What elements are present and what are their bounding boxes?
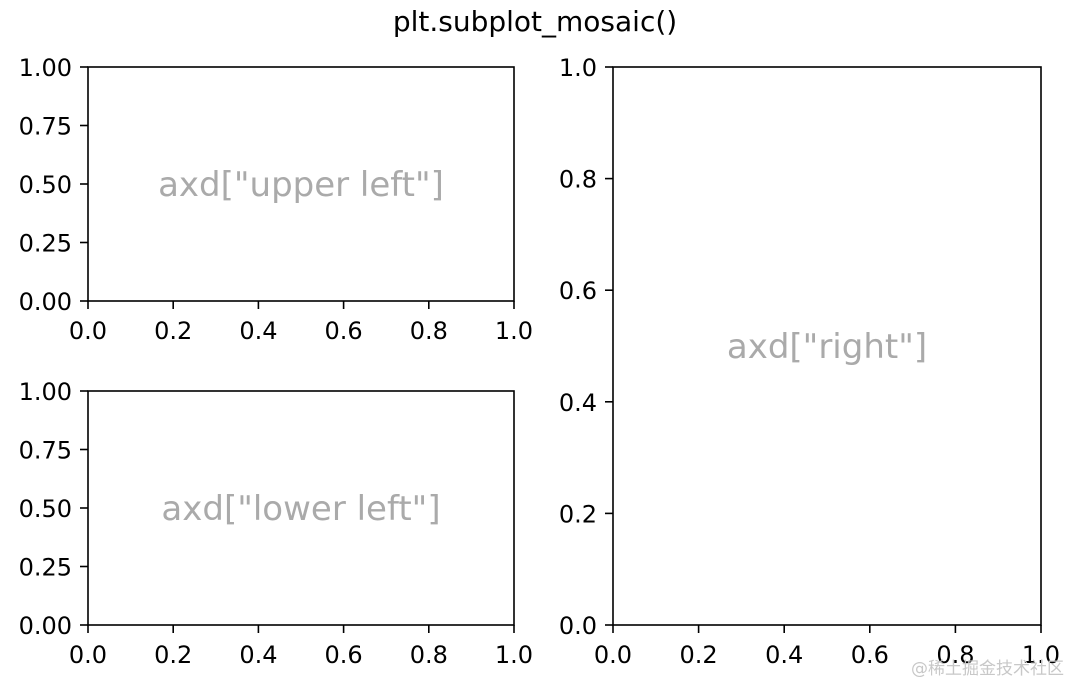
y-tick-label: 0.50 bbox=[19, 495, 72, 523]
x-tick-label: 0.4 bbox=[239, 317, 277, 345]
y-tick-label: 0.25 bbox=[19, 554, 72, 582]
axes-upper-left: 0.0 0.2 0.4 0.6 0.8 1.0 0.00 0.25 0.50 0.75 1.00 ax… bbox=[19, 54, 534, 345]
x-tick-label: 0.6 bbox=[325, 317, 363, 345]
axes-annotation: axd["right"] bbox=[727, 327, 927, 367]
x-tick-label: 1.0 bbox=[495, 317, 533, 345]
y-tick-label: 0.00 bbox=[19, 612, 72, 640]
x-tick-label: 0.6 bbox=[851, 641, 889, 669]
x-tick-label: 0.0 bbox=[594, 641, 632, 669]
x-tick-label: 0.8 bbox=[410, 317, 448, 345]
x-tick-label: 0.0 bbox=[69, 317, 107, 345]
x-tick-label: 1.0 bbox=[495, 641, 533, 669]
y-tick-label: 0.4 bbox=[559, 389, 597, 417]
watermark: @稀土掘金技术社区 bbox=[911, 659, 1064, 679]
axes-annotation: axd["lower left"] bbox=[161, 489, 440, 529]
x-tick-label: 0.2 bbox=[680, 641, 718, 669]
y-tick-label: 1.00 bbox=[19, 378, 72, 406]
axes-frame bbox=[87, 390, 515, 626]
x-tick-label: 0.8 bbox=[936, 641, 974, 669]
y-tick-label: 0.75 bbox=[19, 437, 72, 465]
axes-frame bbox=[612, 66, 1042, 626]
axes-right: 0.0 0.2 0.4 0.6 0.8 1.0 0.0 0.2 0.4 0.6 0.8 1.0 axd[… bbox=[559, 54, 1060, 669]
y-tick-label: 1.00 bbox=[19, 54, 72, 82]
y-tick-label: 0.75 bbox=[19, 113, 72, 141]
y-tick-label: 0.8 bbox=[559, 166, 597, 194]
y-tick-label: 0.6 bbox=[559, 277, 597, 305]
axes-layer: 0.0 0.2 0.4 0.6 0.8 1.0 0.00 0.25 0.50 0.75 1.00 ax… bbox=[19, 54, 1061, 669]
y-tick-label: 0.25 bbox=[19, 230, 72, 258]
x-tick-label: 1.0 bbox=[1022, 641, 1060, 669]
axes-frame bbox=[87, 66, 515, 302]
axes-annotation: axd["upper left"] bbox=[158, 165, 444, 205]
x-tick-label: 0.4 bbox=[239, 641, 277, 669]
x-tick-label: 0.2 bbox=[154, 641, 192, 669]
y-tick-label: 0.2 bbox=[559, 500, 597, 528]
axes-lower-left: 0.0 0.2 0.4 0.6 0.8 1.0 0.00 0.25 0.50 0.75 1.00 ax… bbox=[19, 378, 534, 669]
y-tick-label: 0.00 bbox=[19, 288, 72, 316]
x-tick-label: 0.2 bbox=[154, 317, 192, 345]
figure-title: plt.subplot_mosaic() bbox=[393, 5, 677, 38]
x-tick-label: 0.8 bbox=[410, 641, 448, 669]
x-tick-label: 0.4 bbox=[765, 641, 803, 669]
y-tick-label: 0.50 bbox=[19, 171, 72, 199]
y-tick-label: 1.0 bbox=[559, 54, 597, 82]
y-tick-label: 0.0 bbox=[559, 612, 597, 640]
x-tick-label: 0.0 bbox=[69, 641, 107, 669]
x-tick-label: 0.6 bbox=[325, 641, 363, 669]
